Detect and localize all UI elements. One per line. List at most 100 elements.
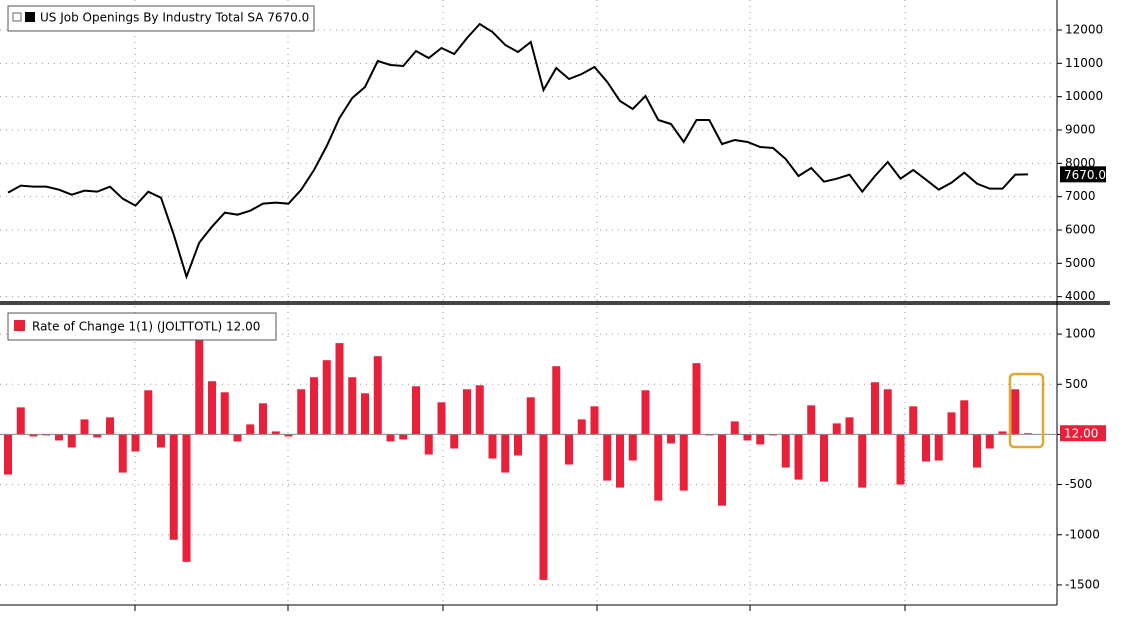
bar <box>985 434 994 449</box>
bar <box>29 434 38 437</box>
bar <box>769 434 777 436</box>
y-tick-label: 1000 <box>1065 327 1096 341</box>
bar <box>526 397 535 435</box>
x-ticks <box>134 605 906 611</box>
y-tick-label: -500 <box>1065 477 1092 491</box>
bar <box>169 434 178 540</box>
value-tag <box>1060 425 1106 442</box>
bar <box>386 434 395 442</box>
bar <box>730 421 739 435</box>
bar <box>157 434 165 448</box>
bar <box>131 434 140 452</box>
bar <box>820 434 828 482</box>
y-tick-label: 11000 <box>1065 56 1103 70</box>
bar <box>756 434 765 445</box>
bar <box>412 386 420 435</box>
legend-top: US Job Openings By Industry Total SA 767… <box>7 5 315 32</box>
value-tag <box>1060 166 1106 183</box>
y-tick-label: 5000 <box>1065 256 1096 270</box>
bar <box>297 389 306 435</box>
bar <box>807 405 816 435</box>
bar <box>220 392 229 435</box>
bar <box>539 434 548 580</box>
bar <box>208 381 216 435</box>
bar <box>80 419 89 435</box>
vertical-grid <box>134 0 906 605</box>
bar <box>781 434 790 468</box>
bar <box>603 434 612 481</box>
legend-box <box>7 5 315 32</box>
bar <box>348 377 357 435</box>
bar <box>871 382 879 435</box>
bar <box>883 389 892 435</box>
value-label: 7670.0 <box>1064 168 1106 182</box>
bar <box>960 400 969 435</box>
bar <box>616 434 624 488</box>
bar <box>118 434 127 473</box>
legend-toggle[interactable] <box>12 12 22 22</box>
bar <box>718 434 726 506</box>
bar <box>335 343 344 435</box>
bar <box>514 434 522 456</box>
bar <box>271 431 280 435</box>
bar <box>794 434 803 480</box>
bar <box>590 406 599 435</box>
bar <box>552 366 561 435</box>
bar <box>667 434 675 444</box>
bar <box>450 434 459 449</box>
bar <box>654 434 663 501</box>
bar <box>322 360 331 435</box>
bar <box>947 412 956 435</box>
y-tick-label: 6000 <box>1065 223 1096 237</box>
bar <box>934 434 943 461</box>
highlight-box <box>1008 372 1045 449</box>
bar <box>1024 433 1032 435</box>
bar <box>565 434 573 465</box>
bar <box>42 434 51 436</box>
legend-bottom: Rate of Change 1(1) (JOLTTOTL) 12.00 <box>7 312 277 341</box>
bar <box>909 406 918 435</box>
value-label: 12.00 <box>1064 427 1098 441</box>
legend-swatch <box>25 12 35 22</box>
y-tick-label: 7000 <box>1065 189 1096 203</box>
bar <box>973 434 981 468</box>
bar <box>858 434 867 488</box>
bar <box>259 403 267 435</box>
bar <box>16 407 25 435</box>
bar <box>1011 389 1020 435</box>
bar <box>195 340 204 435</box>
bar <box>182 434 191 562</box>
y-tick-label: 500 <box>1065 377 1088 391</box>
bar <box>310 377 318 435</box>
legend-label: Rate of Change 1(1) (JOLTTOTL) 12.00 <box>32 320 260 334</box>
bar <box>246 424 255 435</box>
bar <box>501 434 510 473</box>
bar <box>845 417 854 435</box>
y-tick-label: 10000 <box>1065 89 1103 103</box>
bar <box>488 434 497 459</box>
bar <box>67 434 76 448</box>
bar <box>399 434 408 440</box>
bar <box>284 434 293 437</box>
bar <box>463 389 471 435</box>
bar <box>4 434 12 475</box>
bar <box>922 434 930 462</box>
bar <box>743 434 752 441</box>
bar <box>424 434 433 455</box>
bar <box>692 363 701 435</box>
y-tick-label: 9000 <box>1065 123 1096 137</box>
bar <box>55 434 63 441</box>
y-tick-label: -1500 <box>1065 577 1100 591</box>
bar <box>106 417 114 435</box>
bar <box>437 402 446 435</box>
bar <box>641 390 650 435</box>
bar <box>832 423 841 435</box>
y-tick-label: -1000 <box>1065 527 1100 541</box>
bar <box>475 385 484 435</box>
legend-box <box>7 312 277 341</box>
bar <box>373 356 382 435</box>
legend-label: US Job Openings By Industry Total SA 767… <box>40 11 309 25</box>
panel-separator <box>0 301 1110 305</box>
